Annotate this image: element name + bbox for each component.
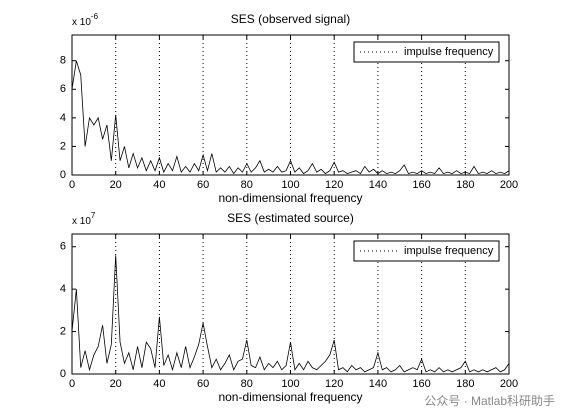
x-axis-label: non-dimensional frequency bbox=[218, 191, 362, 205]
x-tick-label: 120 bbox=[325, 378, 343, 390]
x-tick-label: 160 bbox=[412, 378, 430, 390]
x-tick-label: 80 bbox=[241, 378, 253, 390]
x-tick-label: 140 bbox=[369, 179, 387, 191]
legend-label: impulse frequency bbox=[404, 245, 494, 257]
x-tick-label: 0 bbox=[69, 179, 75, 191]
watermark: 公众号 · Matlab科研助手 bbox=[424, 394, 555, 408]
scale-exponent: -6 bbox=[91, 12, 99, 21]
scale-exponent: 7 bbox=[91, 211, 96, 220]
y-tick-label: 2 bbox=[60, 325, 66, 337]
signal-line bbox=[71, 255, 510, 373]
x-axis-label: non-dimensional frequency bbox=[218, 390, 362, 404]
y-tick-label: 2 bbox=[60, 140, 66, 152]
chart-title: SES (observed signal) bbox=[231, 12, 350, 26]
x-tick-label: 20 bbox=[110, 179, 122, 191]
x-tick-label: 180 bbox=[456, 179, 474, 191]
y-tick-label: 6 bbox=[60, 241, 66, 253]
x-tick-label: 160 bbox=[412, 179, 430, 191]
y-tick-label: 0 bbox=[60, 169, 66, 181]
y-tick-label: 8 bbox=[60, 55, 66, 67]
x-tick-label: 200 bbox=[500, 378, 518, 390]
x-tick-label: 120 bbox=[325, 179, 343, 191]
scale-base: x 10 bbox=[72, 17, 91, 28]
x-tick-label: 100 bbox=[281, 179, 299, 191]
x-tick-label: 60 bbox=[197, 378, 209, 390]
x-tick-label: 0 bbox=[69, 378, 75, 390]
legend-box bbox=[353, 240, 500, 262]
x-tick-label: 20 bbox=[110, 378, 122, 390]
x-tick-label: 100 bbox=[281, 378, 299, 390]
y-tick-label: 4 bbox=[60, 112, 66, 124]
x-tick-label: 180 bbox=[456, 378, 474, 390]
x-tick-label: 60 bbox=[197, 179, 209, 191]
y-tick-label: 4 bbox=[60, 283, 66, 295]
legend-label: impulse frequency bbox=[404, 46, 494, 58]
chart-title: SES (estimated source) bbox=[227, 211, 354, 225]
signal-line bbox=[71, 60, 510, 175]
x-tick-label: 40 bbox=[153, 179, 165, 191]
x-tick-label: 200 bbox=[500, 179, 518, 191]
x-tick-label: 80 bbox=[241, 179, 253, 191]
y-tick-label: 0 bbox=[60, 368, 66, 380]
x-tick-label: 140 bbox=[369, 378, 387, 390]
x-tick-label: 40 bbox=[153, 378, 165, 390]
y-tick-label: 6 bbox=[60, 83, 66, 95]
y-scale-label: x 10-6 bbox=[72, 12, 99, 28]
y-scale-label: x 107 bbox=[72, 211, 96, 227]
legend-box bbox=[353, 41, 500, 63]
scale-base: x 10 bbox=[72, 216, 91, 227]
